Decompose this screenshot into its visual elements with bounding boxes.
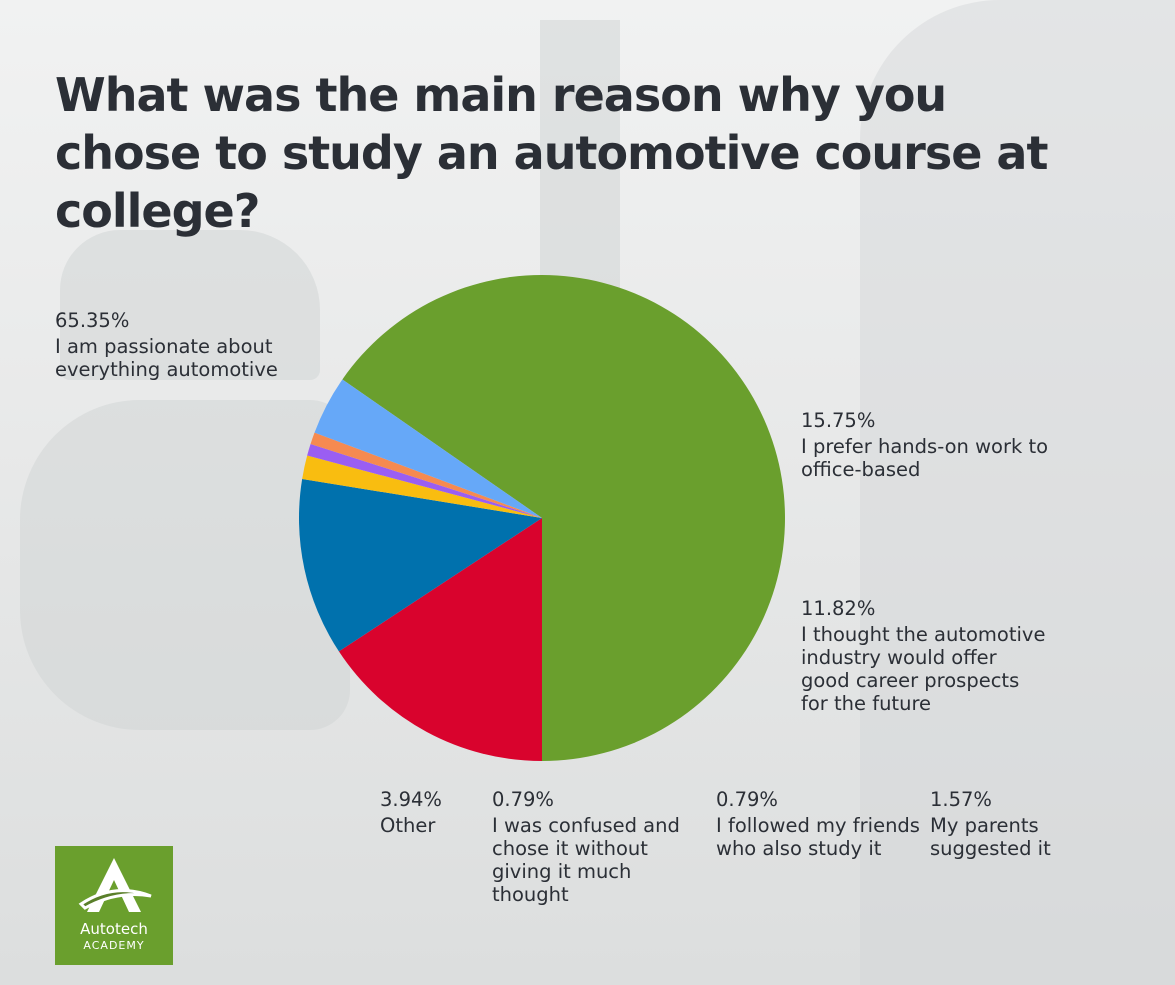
label-other-text: Other <box>380 814 436 837</box>
pie-slices <box>298 274 785 761</box>
pie-slice-passionate <box>342 274 785 761</box>
page-title: What was the main reason why you chose t… <box>55 68 1048 238</box>
label-parents-text: My parents suggested it <box>930 814 1051 860</box>
logo-text-academy: ACADEMY <box>83 939 145 952</box>
label-career-prospects: 11.82% I thought the automotive industry… <box>801 597 1051 715</box>
logo-text-autotech: Autotech <box>80 920 148 938</box>
label-followed-friends: 0.79% I followed my friends who also stu… <box>716 788 921 860</box>
pie-slice-hands-on <box>338 518 542 761</box>
label-parents-value: 1.57% <box>930 788 992 811</box>
label-hands-on-text: I prefer hands-on work to office-based <box>801 435 1049 481</box>
label-parents: 1.57% My parents suggested it <box>930 788 1100 860</box>
label-passionate: 65.35% I am passionate about everything … <box>55 309 345 381</box>
label-other: 3.94% Other <box>380 788 480 837</box>
pie-slice-followed-friends <box>307 443 542 518</box>
pie-slice-confused <box>310 432 542 518</box>
pie-slice-other <box>314 379 542 518</box>
background-car-shape <box>60 230 320 380</box>
label-confused-value: 0.79% <box>492 788 554 811</box>
label-career-prospects-value: 11.82% <box>801 597 876 620</box>
label-other-value: 3.94% <box>380 788 442 811</box>
label-hands-on-value: 15.75% <box>801 409 876 432</box>
label-career-prospects-text: I thought the automotive industry would … <box>801 623 1046 715</box>
background-car-front-shape <box>20 400 350 730</box>
label-passionate-text: I am passionate about everything automot… <box>55 335 278 381</box>
label-confused-text: I was confused and chose it without givi… <box>492 814 680 906</box>
label-followed-friends-value: 0.79% <box>716 788 778 811</box>
pie-slice-parents <box>302 455 542 518</box>
background-engine-bay-shape <box>860 0 1175 985</box>
autotech-logo-mark-icon <box>78 858 152 912</box>
pie-slice-career-prospects <box>298 478 542 652</box>
label-confused: 0.79% I was confused and chose it withou… <box>492 788 697 906</box>
label-hands-on: 15.75% I prefer hands-on work to office-… <box>801 409 1056 481</box>
autotech-academy-logo: Autotech ACADEMY <box>55 846 173 965</box>
label-followed-friends-text: I followed my friends who also study it <box>716 814 920 860</box>
label-passionate-value: 65.35% <box>55 309 130 332</box>
